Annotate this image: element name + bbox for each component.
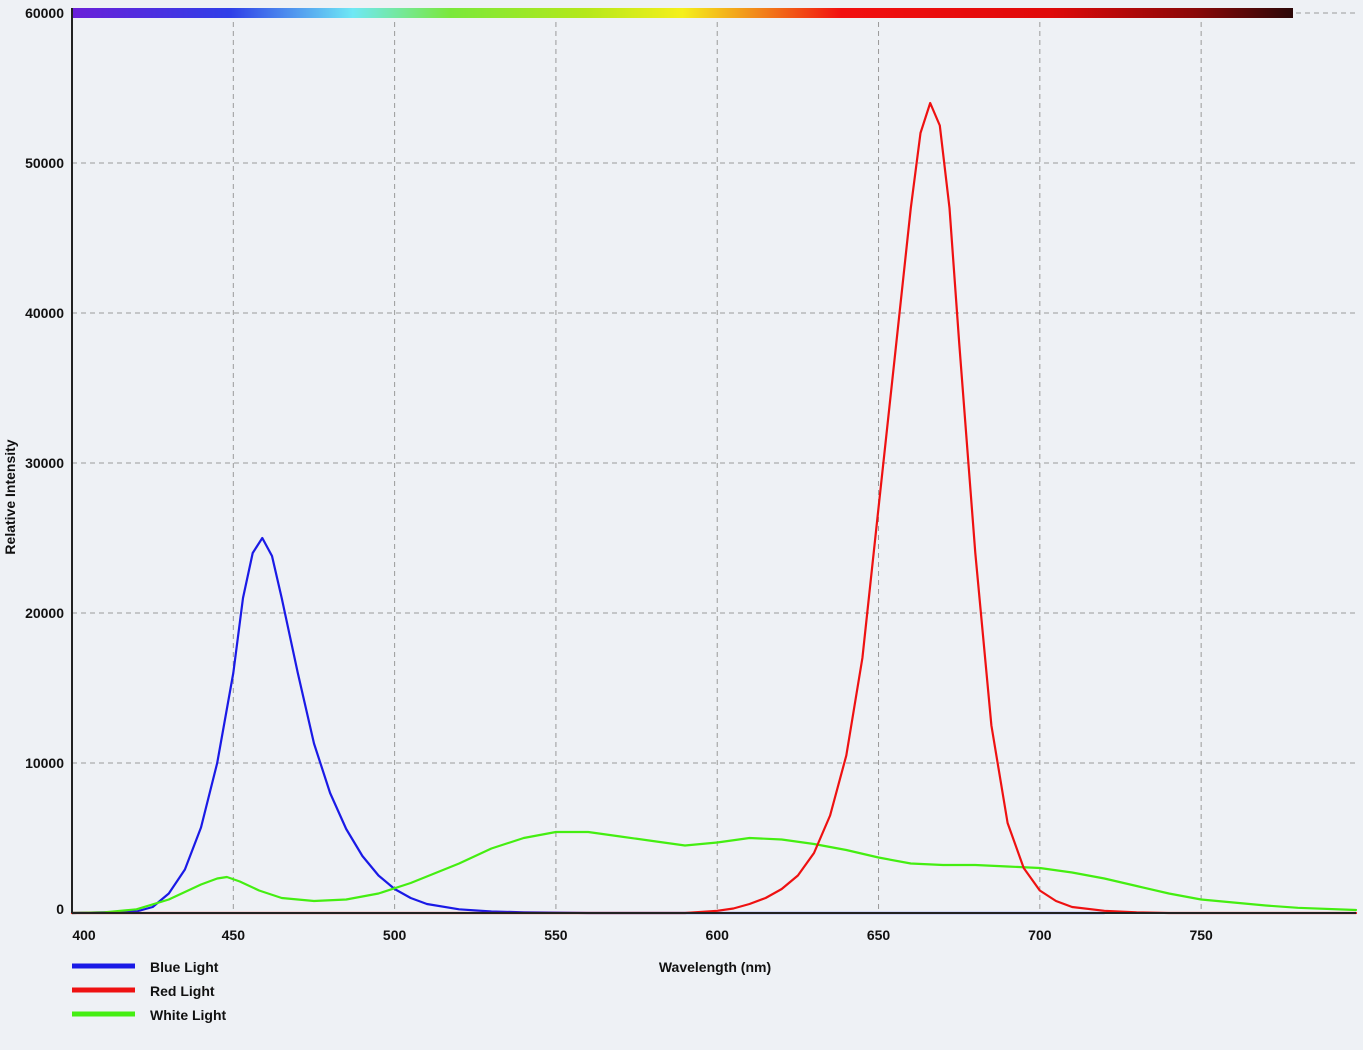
y-tick-label: 0 bbox=[56, 901, 64, 917]
y-tick-label: 10000 bbox=[25, 755, 64, 771]
x-tick-label: 700 bbox=[1028, 927, 1052, 943]
y-tick-label: 40000 bbox=[25, 305, 64, 321]
legend-label-blue: Blue Light bbox=[150, 959, 219, 975]
plot-background bbox=[72, 8, 1356, 913]
legend-item-white: White Light bbox=[72, 1007, 227, 1023]
legend-label-red: Red Light bbox=[150, 983, 215, 999]
legend: Blue Light Red Light White Light bbox=[72, 959, 227, 1023]
y-tick-label: 30000 bbox=[25, 455, 64, 471]
x-tick-label: 550 bbox=[544, 927, 568, 943]
y-axis-title: Relative Intensity bbox=[2, 439, 18, 554]
x-tick-label: 450 bbox=[222, 927, 246, 943]
y-tick-label: 60000 bbox=[25, 5, 64, 21]
x-tick-label: 750 bbox=[1189, 927, 1213, 943]
tick-labels: 400 450 500 550 600 650 700 750 0 10000 20000 30000… bbox=[25, 5, 1213, 943]
x-tick-label: 500 bbox=[383, 927, 407, 943]
series-line-red-light bbox=[70, 101, 1358, 915]
x-tick-label: 400 bbox=[72, 927, 96, 943]
legend-label-white: White Light bbox=[150, 1007, 227, 1023]
legend-item-red: Red Light bbox=[72, 983, 215, 999]
x-tick-label: 600 bbox=[706, 927, 730, 943]
x-axis-title: Wavelength (nm) bbox=[659, 959, 771, 975]
series-line-white-light bbox=[70, 830, 1358, 915]
y-tick-label: 20000 bbox=[25, 605, 64, 621]
y-tick-label: 50000 bbox=[25, 155, 64, 171]
x-tick-label: 650 bbox=[867, 927, 891, 943]
legend-item-blue: Blue Light bbox=[72, 959, 219, 975]
spectrum-color-bar bbox=[72, 8, 1293, 18]
axes bbox=[71, 8, 1356, 914]
